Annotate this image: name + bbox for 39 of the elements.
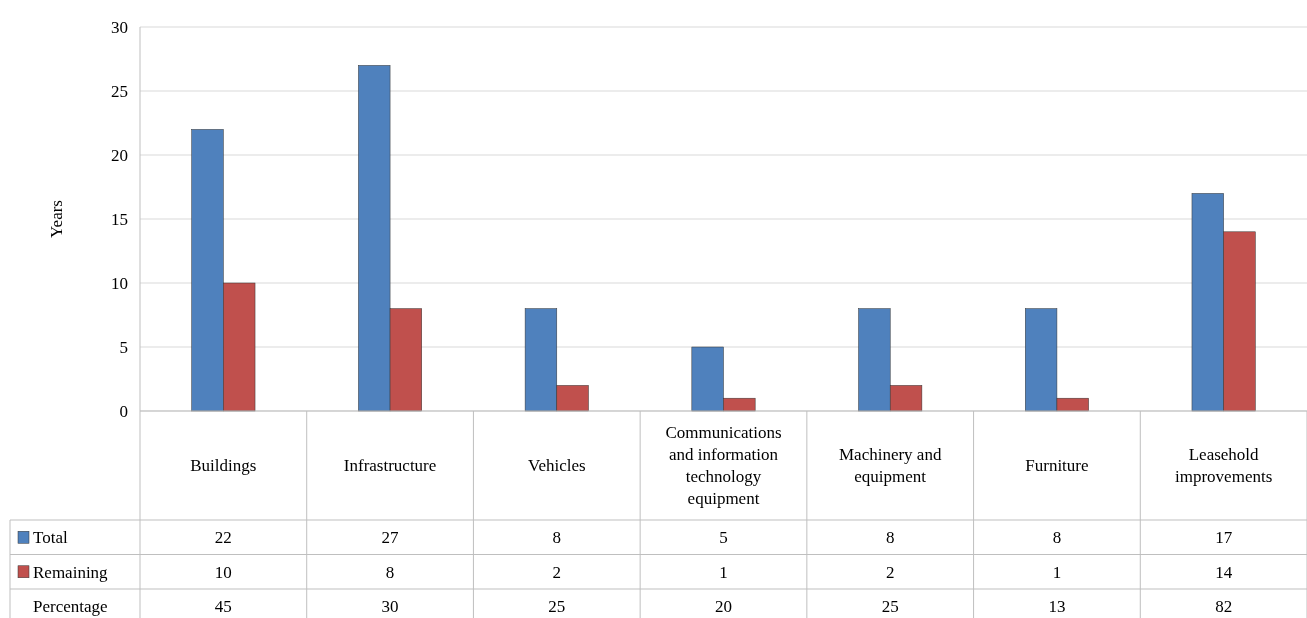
data-label: 27 <box>381 528 400 548</box>
x-tick-label: Infrastructure <box>343 456 437 476</box>
y-tick-label: 20 <box>111 145 128 165</box>
y-tick-label: 0 <box>119 401 128 421</box>
data-label: 1 <box>1052 562 1062 582</box>
data-label: 17 <box>1215 528 1233 548</box>
x-tick-label: Machinery and equipment <box>839 445 942 487</box>
data-label: 14 <box>1215 562 1233 582</box>
text: 20 <box>715 597 732 617</box>
y-tick-label: 10 <box>111 273 128 293</box>
x-tick-label: Communications and information technology equipment <box>665 423 782 509</box>
data-label: 2 <box>885 562 895 582</box>
data-label: 8 <box>552 528 562 548</box>
x-tick-label: Vehicles <box>527 456 586 476</box>
legend-label: Total <box>33 528 68 548</box>
data-label: 1 <box>719 562 728 582</box>
y-tick-label: 15 <box>111 209 128 229</box>
text: 45 <box>214 597 232 617</box>
x-tick-label: Buildings <box>190 456 257 476</box>
x-tick-label: Leasehold improvements <box>1175 445 1273 487</box>
y-tick-label: 30 <box>111 17 128 37</box>
x-tick-label: Furniture <box>1025 456 1089 476</box>
legend-label: Remaining <box>33 562 109 582</box>
data-label: 22 <box>214 528 232 548</box>
data-label: 8 <box>885 528 895 548</box>
text: 30 <box>381 597 399 617</box>
y-tick-label: 5 <box>119 337 128 357</box>
data-label: 8 <box>385 562 395 582</box>
data-label: 8 <box>1052 528 1062 548</box>
text: 25 <box>881 597 899 617</box>
y-tick-label: 25 <box>111 81 128 101</box>
text: Percentage <box>33 597 108 617</box>
data-label: 10 <box>214 562 232 582</box>
text: 25 <box>548 597 566 617</box>
data-label: 5 <box>719 528 728 548</box>
data-label: 2 <box>552 562 562 582</box>
text: 13 <box>1048 597 1066 617</box>
y-axis-title: Years <box>47 200 66 238</box>
text: 82 <box>1215 597 1233 617</box>
